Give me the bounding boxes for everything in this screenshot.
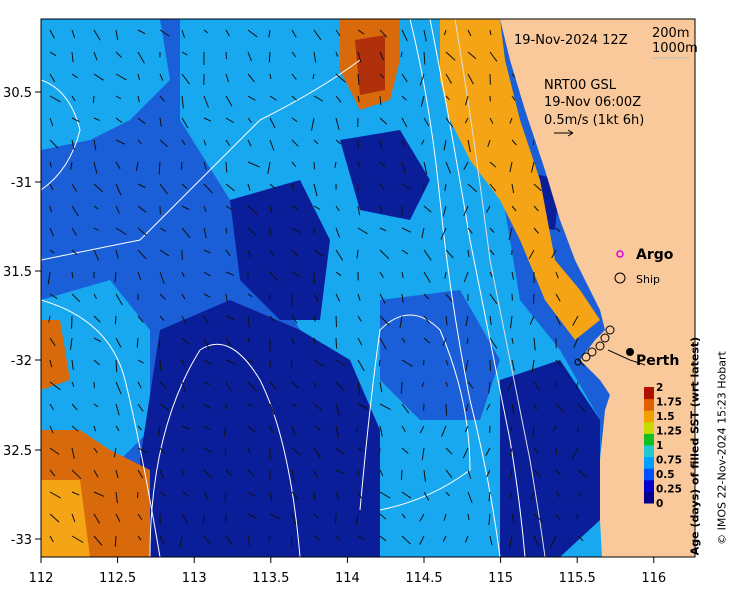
colorbar-segment <box>644 410 654 422</box>
current-arrow <box>424 360 425 365</box>
current-arrow <box>401 470 402 480</box>
current-arrow <box>138 492 139 498</box>
x-tick-label: 116 <box>641 571 666 586</box>
current-arrow <box>314 162 315 169</box>
current-arrow <box>336 316 337 327</box>
current-arrow <box>490 360 491 371</box>
current-arrow <box>314 272 315 283</box>
isobath-200-label: 200m <box>652 26 689 41</box>
current-arrow <box>115 536 116 547</box>
perth-marker <box>626 348 634 356</box>
colorbar-segment <box>644 480 654 492</box>
y-axis: 30.5 -31 31.5 -32 32.5 -33 <box>3 86 41 548</box>
date-label: 19-Nov-2024 12Z <box>514 33 628 48</box>
x-tick-label: 112.5 <box>99 571 136 586</box>
y-tick-label: -33 <box>11 533 32 548</box>
colorbar-tick-label: 0.5 <box>656 469 675 481</box>
colorbar-segment <box>644 468 654 480</box>
y-tick-label: -32 <box>11 354 32 369</box>
colorbar-tick-label: 1.75 <box>656 397 682 409</box>
argo-label: Argo <box>636 247 674 263</box>
colorbar-segment <box>644 445 654 457</box>
colorbar-tick-label: 2 <box>656 382 663 394</box>
current-arrow <box>556 448 557 455</box>
current-arrow <box>93 96 94 103</box>
x-tick-label: 113 <box>182 571 207 586</box>
colorbar-title: Age (days) of filled SST (wrt latest) <box>689 337 702 555</box>
current-arrow <box>226 228 227 234</box>
current-arrow <box>226 404 227 410</box>
current-arrow <box>270 360 271 367</box>
sst-age-2-region-north <box>355 35 385 95</box>
x-tick-label: 115.5 <box>559 571 596 586</box>
colorbar-tick-label: 1 <box>656 440 663 452</box>
current-arrow <box>181 162 182 170</box>
current-arrow <box>555 382 556 388</box>
x-tick-label: 113.5 <box>252 571 289 586</box>
x-tick-label: 114.5 <box>405 571 442 586</box>
isobath-1000-label: 1000m <box>652 41 698 56</box>
current-time-label: 19-Nov 06:00Z <box>544 95 641 110</box>
y-tick-label: -31 <box>11 176 32 191</box>
current-source-label: NRT00 GSL <box>544 78 617 93</box>
current-arrow <box>533 140 534 145</box>
current-arrow <box>401 382 402 394</box>
current-arrow <box>160 360 161 371</box>
y-tick-label: 32.5 <box>3 444 32 459</box>
current-arrow <box>336 338 337 349</box>
x-axis: 112 112.5 113 113.5 114 114.5 115 115.5 116 <box>29 557 667 586</box>
x-tick-label: 112 <box>29 571 54 586</box>
colorbar-segment <box>644 387 654 399</box>
colorbar-segment <box>644 399 654 411</box>
y-tick-label: 31.5 <box>3 265 32 280</box>
colorbar-tick-label: 0.25 <box>656 484 682 496</box>
ship-label: Ship <box>636 273 660 286</box>
colorbar-tick-label: 0 <box>656 498 663 510</box>
current-scale-label: 0.5m/s (1kt 6h) <box>544 113 644 128</box>
credit-label: © IMOS 22-Nov-2024 15:23 Hobart <box>716 351 729 545</box>
current-arrow <box>379 360 380 366</box>
perth-label: Perth <box>636 353 679 369</box>
current-arrow <box>226 52 227 59</box>
current-arrow <box>115 316 116 324</box>
colorbar-tick-label: 1.5 <box>656 411 675 423</box>
current-arrow <box>269 52 270 62</box>
colorbar-segment <box>644 422 654 434</box>
current-arrow <box>446 404 447 416</box>
colorbar-segment <box>644 433 654 445</box>
colorbar-segment <box>644 457 654 469</box>
colorbar-tick-label: 0.75 <box>656 455 682 467</box>
y-tick-label: 30.5 <box>3 86 32 101</box>
colorbar-tick-label: 1.25 <box>656 426 682 438</box>
x-tick-label: 114 <box>335 571 360 586</box>
x-tick-label: 115 <box>488 571 513 586</box>
colorbar-segment <box>644 491 654 503</box>
